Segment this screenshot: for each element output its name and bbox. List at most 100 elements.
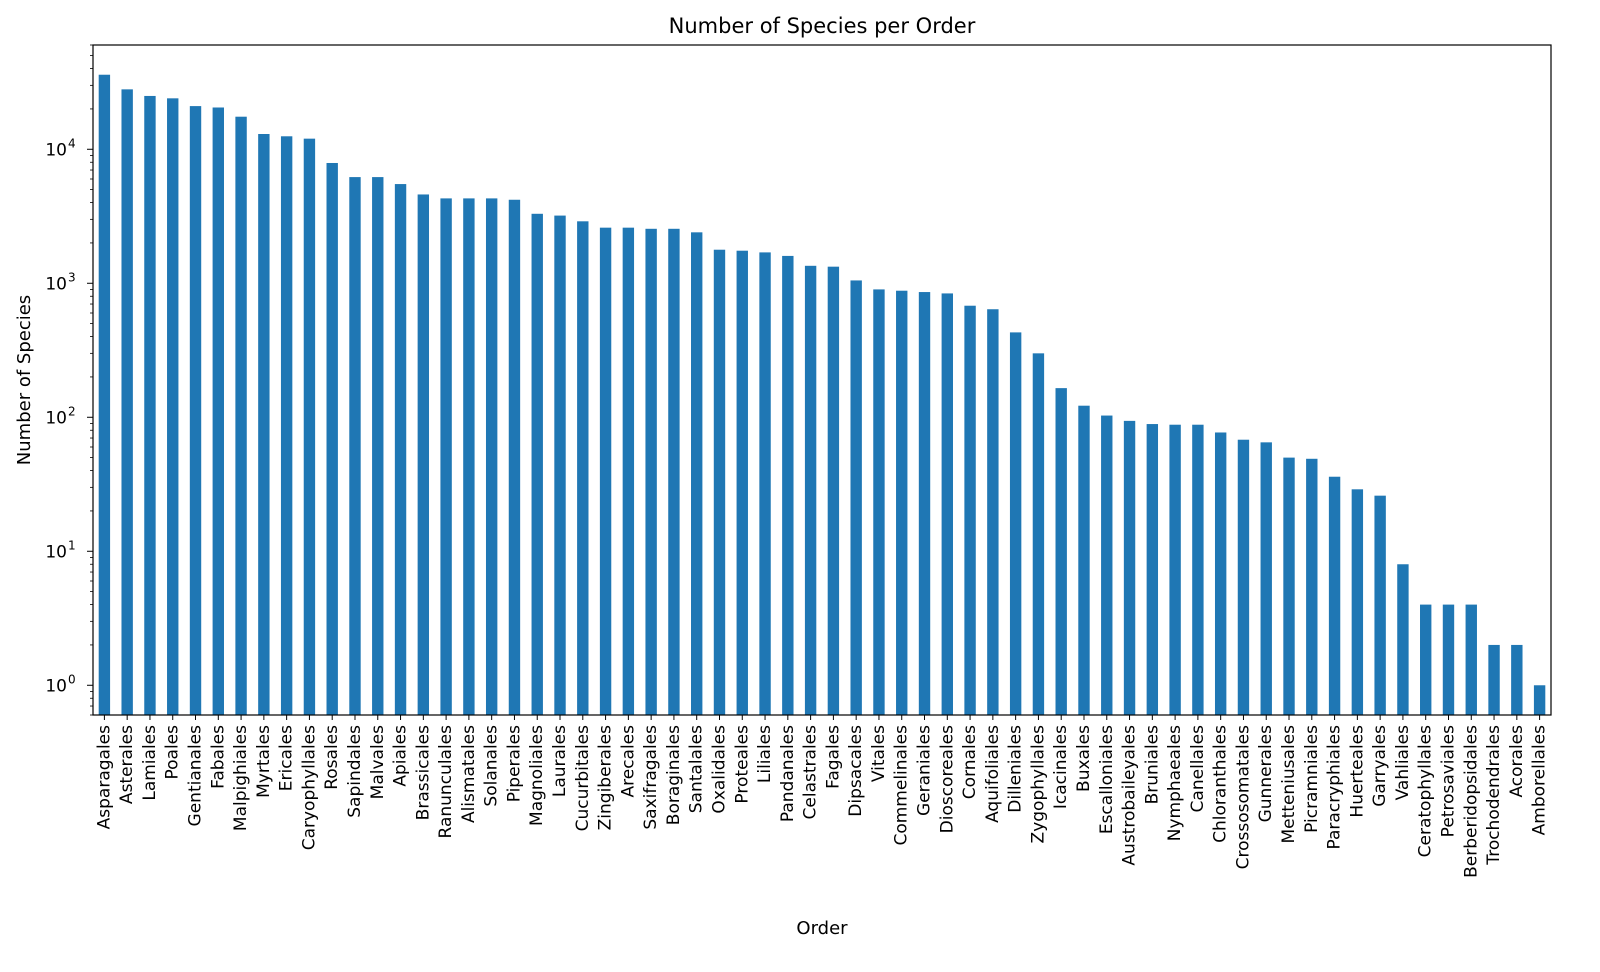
x-tick-label: Oxalidales — [709, 725, 729, 814]
bar-fagales — [827, 266, 840, 715]
bar-zingiberales — [599, 227, 612, 715]
bar-liliales — [759, 252, 771, 716]
y-tick-exponent: 1 — [68, 538, 76, 552]
bar-paracryphiales — [1328, 476, 1341, 715]
bar-proteales — [736, 250, 748, 715]
x-tick-label: Amborellales — [1530, 725, 1550, 836]
x-tick-label: Vahliales — [1393, 725, 1413, 801]
bar-apiales — [394, 184, 407, 715]
x-tick-label: Malvales — [368, 725, 388, 799]
x-tick-label: Icacinales — [1051, 725, 1071, 809]
bar-dipsacales — [850, 280, 862, 715]
x-tick-label: Cornales — [960, 725, 980, 799]
bar-alismatales — [463, 198, 475, 715]
bar-sapindales — [349, 177, 361, 715]
bar-saxifragales — [645, 228, 657, 715]
bar-solanales — [485, 198, 498, 715]
bar-canellales — [1192, 424, 1204, 715]
y-tick-label: 10 — [45, 140, 67, 160]
bar-laurales — [554, 215, 566, 716]
y-tick-label: 10 — [45, 274, 67, 294]
bar-chloranthales — [1214, 432, 1227, 715]
x-tick-label: Boraginales — [664, 725, 684, 825]
x-tick-label: Chloranthales — [1211, 725, 1231, 843]
bar-bruniales — [1146, 424, 1159, 715]
x-tick-label: Aquifoliales — [983, 725, 1003, 823]
x-tick-label: Poales — [163, 725, 183, 780]
y-tick-base: 10 — [45, 542, 67, 562]
x-tick-label: Huerteales — [1347, 725, 1367, 818]
x-axis-label: Order — [796, 918, 848, 939]
x-tick-label: Paracryphiales — [1325, 725, 1345, 850]
x-tick-label: Piperales — [504, 725, 524, 802]
x-tick-label: Ranunculales — [436, 725, 456, 839]
x-tick-label: Vitales — [869, 725, 889, 782]
bar-ericales — [280, 136, 293, 716]
bar-icacinales — [1055, 388, 1067, 715]
bar-pandanales — [782, 255, 794, 715]
bar-piperales — [508, 199, 521, 716]
x-tick-label: Ceratophyllales — [1416, 725, 1436, 857]
y-tick-base: 10 — [45, 408, 67, 428]
y-tick-exponent: 4 — [68, 136, 76, 150]
x-tick-label: Canellales — [1188, 725, 1208, 813]
bar-celastrales — [804, 265, 817, 715]
bar-geraniales — [918, 292, 931, 715]
bar-berberidopsidales — [1465, 604, 1477, 715]
y-tick-label: 10 — [45, 676, 67, 696]
y-tick-base: 10 — [45, 274, 67, 294]
y-tick-label: 10 — [45, 408, 67, 428]
bar-cucurbitales — [577, 221, 589, 716]
bar-ranunculales — [440, 198, 452, 715]
bar-santalales — [691, 232, 703, 715]
x-tick-label: Gunnerales — [1256, 725, 1276, 823]
x-tick-label: Crossosomatales — [1233, 725, 1253, 870]
bar-magnoliales — [531, 213, 543, 716]
bar-brassicales — [417, 194, 430, 716]
bar-amborellales — [1533, 685, 1546, 715]
x-tick-label: Laurales — [550, 725, 570, 797]
bar-gentianales — [189, 106, 202, 716]
bar-ceratophyllales — [1420, 604, 1432, 715]
x-tick-label: Rosales — [322, 725, 342, 790]
bar-garryales — [1374, 495, 1386, 715]
x-tick-label: Gentianales — [186, 725, 206, 827]
x-tick-label: Saxifragales — [641, 725, 661, 830]
bar-aquifoliales — [987, 309, 999, 715]
bar-vahliales — [1397, 564, 1409, 715]
x-tick-label: Lamiales — [140, 725, 160, 801]
bar-escalloniales — [1101, 415, 1113, 715]
x-tick-label: Petrosaviales — [1438, 725, 1458, 837]
chart-title: Number of Species per Order — [669, 14, 976, 38]
x-tick-label: Dilleniales — [1006, 725, 1026, 813]
bar-boraginales — [668, 228, 680, 715]
bar-picramniales — [1306, 458, 1318, 715]
x-tick-label: Austrobaileyales — [1120, 725, 1140, 866]
bar-asparagales — [98, 74, 111, 716]
x-tick-label: Solanales — [482, 725, 502, 807]
y-tick-base: 10 — [45, 140, 67, 160]
x-tick-label: Dioscoreales — [937, 725, 957, 833]
x-tick-label: Apiales — [391, 725, 411, 787]
x-tick-label: Geraniales — [915, 725, 935, 816]
bar-rosales — [326, 162, 338, 715]
x-tick-label: Pandanales — [778, 725, 798, 822]
x-tick-label: Buxales — [1074, 725, 1094, 792]
x-tick-label: Asterales — [117, 725, 137, 804]
x-tick-label: Brassicales — [413, 725, 433, 820]
x-tick-label: Celastrales — [801, 725, 821, 820]
x-tick-label: Metteniusales — [1279, 725, 1299, 844]
x-tick-label: Nymphaeales — [1165, 725, 1185, 841]
x-axis-ticks: Asparagales Asterales Lamiales Poales Gentia… — [94, 715, 1550, 878]
bar-huerteales — [1351, 489, 1364, 715]
x-tick-label: Escalloniales — [1097, 725, 1117, 834]
bar-malvales — [372, 177, 384, 715]
bar-nymphaeales — [1169, 424, 1181, 715]
x-tick-label: Berberidopsidales — [1461, 725, 1481, 878]
x-tick-label: Alismatales — [459, 725, 479, 823]
bar-zygophyllales — [1032, 353, 1045, 715]
bar-austrobaileyales — [1123, 420, 1136, 715]
x-tick-label: Arecales — [618, 725, 638, 798]
